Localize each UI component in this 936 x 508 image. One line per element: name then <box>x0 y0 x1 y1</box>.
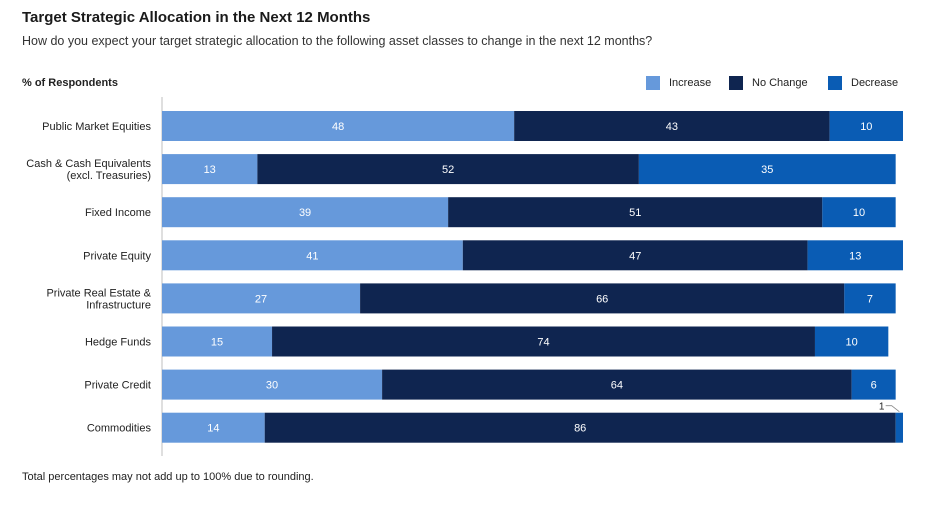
data-label-increase: 39 <box>299 207 311 219</box>
bar-no-change <box>514 111 830 141</box>
data-label-no-change: 64 <box>611 380 623 392</box>
data-label-decrease: 10 <box>853 207 865 219</box>
bar-decrease <box>829 111 903 141</box>
y-axis-label: % of Respondents <box>22 77 118 89</box>
legend-label-increase: Increase <box>669 77 712 89</box>
data-label-no-change: 74 <box>537 337 549 349</box>
bar-decrease <box>807 240 903 271</box>
bar-decrease <box>895 412 903 443</box>
data-label-no-change: 43 <box>666 121 678 133</box>
data-label-no-change: 52 <box>442 164 454 176</box>
data-label-increase: 13 <box>204 164 216 176</box>
data-label-decrease: 1 <box>879 402 885 413</box>
bar-increase <box>162 283 361 314</box>
data-label-decrease: 35 <box>761 164 773 176</box>
data-label-no-change: 47 <box>629 250 641 262</box>
bar-no-change <box>462 240 808 271</box>
category-label: Private Credit <box>84 380 151 392</box>
legend-swatch-increase <box>646 76 660 90</box>
legend-swatch-decrease <box>828 76 842 90</box>
bar-no-change <box>360 283 845 314</box>
data-label-increase: 41 <box>306 250 318 262</box>
bar-no-change <box>448 197 823 228</box>
bar-decrease <box>638 154 896 185</box>
bar-decrease <box>851 369 896 400</box>
bar-increase <box>162 412 265 443</box>
footnote: Total percentages may not add up to 100%… <box>22 471 314 483</box>
bar-no-change <box>264 412 896 443</box>
data-label-increase: 48 <box>332 121 344 133</box>
bar-no-change <box>257 154 639 185</box>
data-label-decrease: 7 <box>867 293 873 305</box>
data-label-decrease: 6 <box>871 380 877 392</box>
chart-subtitle: How do you expect your target strategic … <box>22 34 653 48</box>
bar-increase <box>162 369 383 400</box>
data-label-decrease: 13 <box>849 250 861 262</box>
data-label-no-change: 51 <box>629 207 641 219</box>
chart-title: Target Strategic Allocation in the Next … <box>22 9 371 26</box>
category-label: Public Market Equities <box>42 121 151 133</box>
legend-swatch-no-change <box>729 76 743 90</box>
data-label-leader <box>885 405 900 413</box>
data-label-increase: 27 <box>255 293 267 305</box>
bar-increase <box>162 154 258 185</box>
category-label: Hedge Funds <box>85 337 152 349</box>
bar-increase <box>162 111 515 141</box>
legend-label-no-change: No Change <box>752 77 808 89</box>
category-label: Cash & Cash Equivalents (excl. Treasuries… <box>26 158 151 182</box>
category-label: Commodities <box>87 423 152 435</box>
bar-decrease <box>822 197 896 228</box>
data-label-decrease: 10 <box>860 121 872 133</box>
category-label: Private Real Estate & Infrastructure <box>46 287 151 311</box>
category-label: Private Equity <box>83 250 151 262</box>
data-label-increase: 15 <box>211 337 223 349</box>
data-label-decrease: 10 <box>846 337 858 349</box>
bar-decrease <box>844 283 896 314</box>
category-label: Fixed Income <box>85 207 151 219</box>
bar-increase <box>162 240 463 271</box>
legend-item-no-change: No Change <box>729 75 808 91</box>
bar-increase <box>162 197 449 228</box>
data-label-increase: 14 <box>207 423 219 435</box>
legend-label-decrease: Decrease <box>851 77 899 89</box>
bar-decrease <box>814 326 889 357</box>
bar-no-change <box>272 326 815 357</box>
bar-no-change <box>382 369 852 400</box>
legend-item-increase: Increase <box>646 75 711 91</box>
bar-increase <box>162 326 273 357</box>
data-label-no-change: 66 <box>596 293 608 305</box>
data-label-increase: 30 <box>266 380 278 392</box>
legend-item-decrease: Decrease <box>828 75 898 91</box>
data-label-no-change: 86 <box>574 423 586 435</box>
